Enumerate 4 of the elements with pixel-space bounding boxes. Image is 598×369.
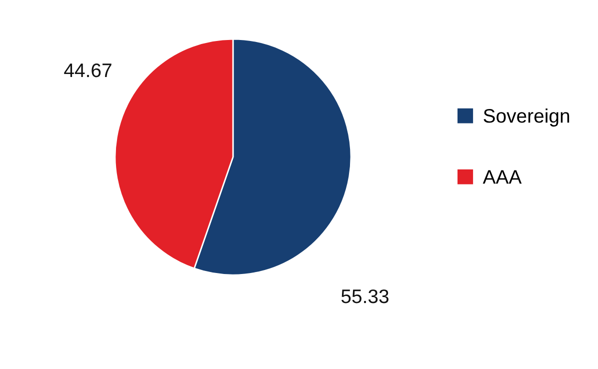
- data-label: 44.67: [64, 63, 112, 78]
- data-label: 55.33: [341, 289, 388, 304]
- legend-label: Sovereign: [484, 108, 570, 127]
- legend-label: AAA: [482, 170, 522, 184]
